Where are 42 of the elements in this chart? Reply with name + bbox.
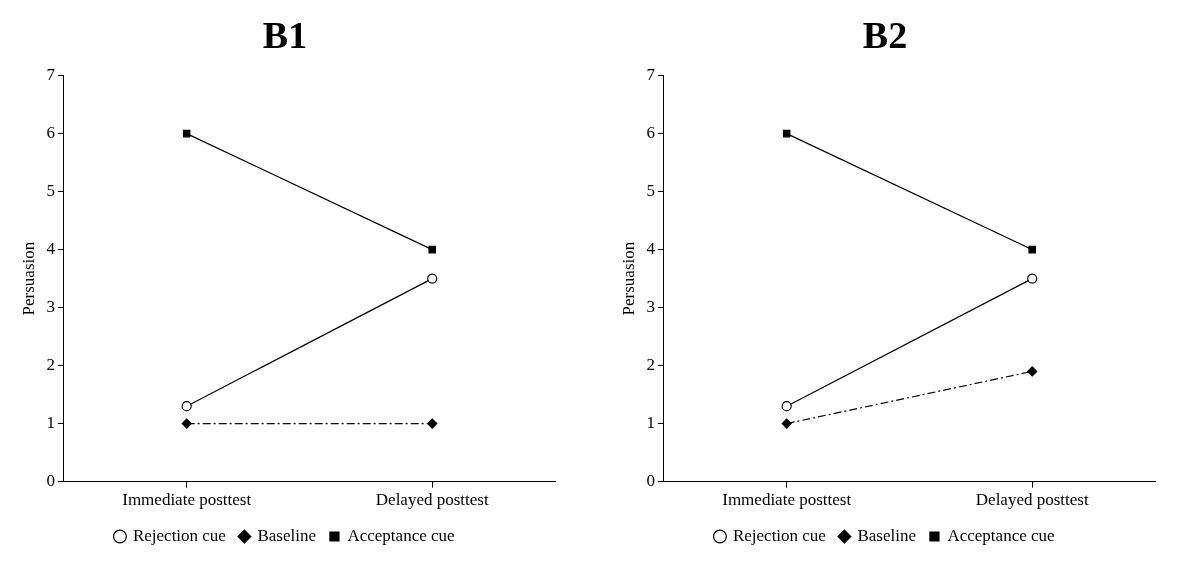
x-tick-label: Delayed posttest bbox=[375, 490, 489, 510]
y-tick-label: 3 bbox=[46, 297, 55, 317]
legend-label: Acceptance cue bbox=[947, 525, 1055, 545]
y-tick-label: 1 bbox=[646, 413, 655, 433]
y-tick-label: 2 bbox=[46, 355, 55, 375]
y-tick-label: 5 bbox=[646, 181, 655, 201]
point bbox=[1028, 245, 1037, 254]
legend-label: Acceptance cue bbox=[347, 525, 455, 545]
y-tick-label: 0 bbox=[46, 471, 55, 491]
point bbox=[181, 418, 192, 429]
point bbox=[1027, 273, 1038, 284]
y-tick-label: 1 bbox=[46, 413, 55, 433]
y-tick-label: 7 bbox=[46, 65, 56, 85]
y-tick-label: 4 bbox=[646, 239, 656, 259]
point bbox=[428, 245, 437, 254]
y-axis-title: Persuasion bbox=[18, 241, 38, 316]
legend-label: Rejection cue bbox=[132, 525, 226, 545]
chart-title: B1 bbox=[262, 13, 308, 56]
y-tick-label: 7 bbox=[646, 65, 656, 85]
y-tick-label: 5 bbox=[46, 181, 55, 201]
legend-label: Baseline bbox=[857, 525, 916, 545]
x-tick-label: Delayed posttest bbox=[975, 490, 1089, 510]
point bbox=[781, 418, 792, 429]
y-tick-label: 6 bbox=[46, 123, 55, 143]
point bbox=[427, 418, 438, 429]
y-tick-label: 2 bbox=[646, 355, 655, 375]
y-tick-label: 4 bbox=[46, 239, 56, 259]
point bbox=[1027, 366, 1038, 377]
y-tick-label: 3 bbox=[646, 297, 655, 317]
point bbox=[181, 401, 192, 412]
y-tick-label: 6 bbox=[646, 123, 655, 143]
legend-label: Rejection cue bbox=[732, 525, 826, 545]
legend-label: Baseline bbox=[257, 525, 316, 545]
point bbox=[781, 401, 792, 412]
y-axis-title: Persuasion bbox=[618, 241, 638, 316]
point bbox=[182, 129, 191, 138]
chart-title: B2 bbox=[862, 13, 908, 56]
point bbox=[782, 129, 791, 138]
point bbox=[427, 273, 438, 284]
x-tick-label: Immediate posttest bbox=[122, 490, 252, 510]
x-tick-label: Immediate posttest bbox=[722, 490, 852, 510]
y-tick-label: 0 bbox=[646, 471, 655, 491]
